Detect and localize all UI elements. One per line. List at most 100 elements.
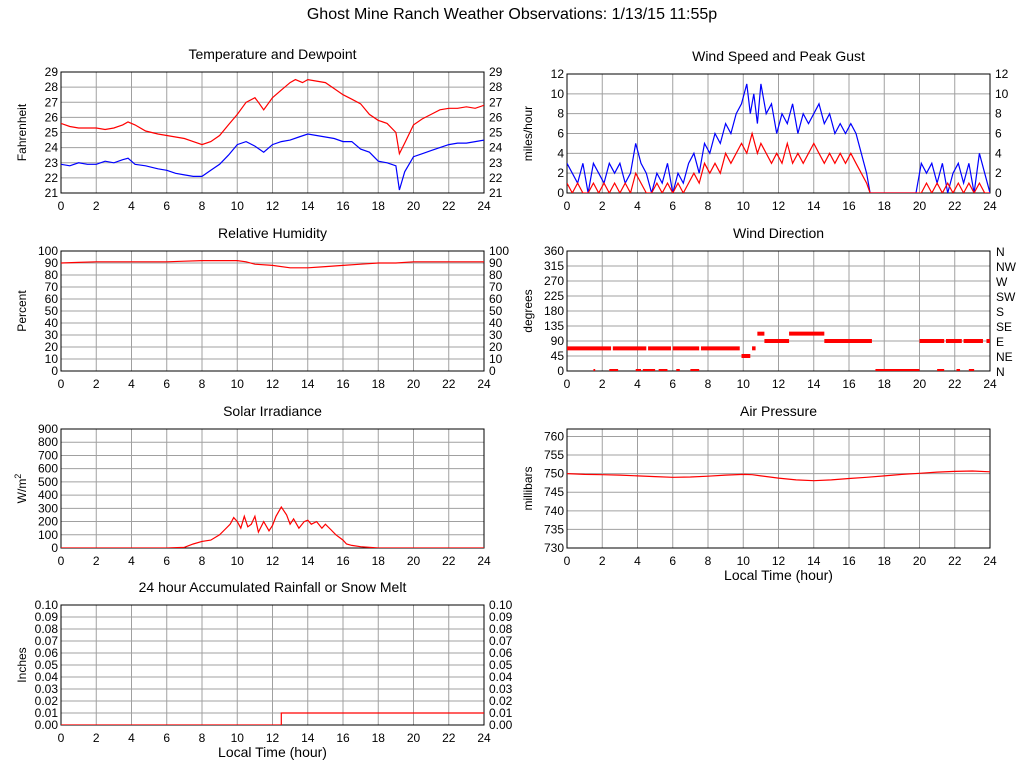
x-tick-label: 18	[372, 554, 386, 568]
y-tick-label: 70	[45, 280, 59, 294]
y-tick-label: 300	[38, 501, 58, 515]
y-tick-label-right: 24	[489, 141, 503, 155]
x-tick-label: 22	[442, 199, 456, 213]
x-tick-label: 2	[599, 199, 606, 213]
series-line-dewpoint	[61, 133, 484, 191]
x-tick-label: 14	[807, 199, 821, 213]
y-tick-label: 800	[38, 435, 58, 449]
y-tick-label-right: 4	[995, 146, 1002, 160]
x-tick-label: 22	[948, 377, 962, 391]
x-tick-label: 0	[564, 377, 571, 391]
x-tick-label: 18	[372, 199, 386, 213]
y-tick-label: 50	[45, 304, 59, 318]
y-tick-label-right: 29	[489, 65, 503, 79]
x-tick-label: 18	[878, 377, 892, 391]
x-tick-label: 16	[842, 554, 856, 568]
y-axis-label: miles/hour	[521, 106, 535, 161]
x-tick-label: 0	[58, 377, 65, 391]
chart-title: Wind Direction	[733, 225, 824, 241]
y-tick-label: 29	[45, 65, 59, 79]
y-tick-label: 745	[544, 485, 564, 499]
plot-frame	[60, 71, 485, 194]
y-tick-label: 26	[45, 110, 59, 124]
x-tick-label: 20	[913, 199, 927, 213]
x-tick-label: 20	[407, 377, 421, 391]
y-tick-label: 500	[38, 475, 58, 489]
chart-title: Air Pressure	[740, 403, 817, 419]
y-axis-label: Percent	[15, 290, 29, 332]
x-tick-label: 8	[199, 731, 206, 745]
y-tick-label: 400	[38, 488, 58, 502]
plot-frame	[566, 250, 991, 372]
y-tick-label: 740	[544, 504, 564, 518]
y-tick-label: 45	[551, 349, 565, 363]
plot-frame	[60, 428, 485, 549]
superscript-2: 2	[13, 474, 23, 479]
series-line-wind-speed	[567, 131, 990, 193]
y-tick-label-right: 60	[489, 292, 503, 306]
y-tick-label: 24	[45, 141, 59, 155]
x-tick-label: 10	[737, 199, 751, 213]
y-tick-label: 23	[45, 156, 59, 170]
y-axis-label: millibars	[521, 466, 535, 510]
y-tick-label: 2	[557, 166, 564, 180]
x-tick-label: 16	[336, 199, 350, 213]
y-tick-label: 0.03	[35, 682, 59, 696]
direction-label-right: SE	[996, 320, 1012, 334]
x-tick-label: 18	[878, 199, 892, 213]
x-tick-label: 0	[58, 554, 65, 568]
x-tick-label: 4	[128, 554, 135, 568]
x-tick-label: 6	[669, 199, 676, 213]
x-tick-label: 6	[163, 554, 170, 568]
x-tick-label: 8	[705, 554, 712, 568]
series-line-peak-gust	[567, 83, 990, 193]
x-tick-label: 20	[407, 554, 421, 568]
y-tick-label: 12	[551, 67, 565, 81]
x-tick-label: 2	[599, 377, 606, 391]
direction-label-right: NW	[996, 260, 1017, 274]
direction-label-right: E	[996, 335, 1004, 349]
y-tick-label-right: 0.10	[489, 598, 513, 612]
y-tick-label-right: 0.00	[489, 718, 513, 732]
x-tick-label: 24	[983, 377, 997, 391]
x-tick-label: 8	[705, 199, 712, 213]
y-tick-label-right: 50	[489, 304, 503, 318]
y-tick-label: 0.04	[35, 670, 59, 684]
y-tick-label: 700	[38, 448, 58, 462]
x-tick-label: 2	[93, 554, 100, 568]
x-tick-label: 24	[477, 199, 491, 213]
x-tick-label: 18	[372, 377, 386, 391]
x-tick-label: 0	[58, 199, 65, 213]
series-line-solar-irradiance	[61, 505, 484, 548]
y-tick-label-right: 0.09	[489, 610, 513, 624]
y-tick-label: 0.08	[35, 622, 59, 636]
y-tick-label-right: 0.02	[489, 694, 513, 708]
y-tick-label-right: 90	[489, 256, 503, 270]
x-tick-label: 12	[772, 377, 786, 391]
y-tick-label: 270	[544, 274, 564, 288]
x-tick-label: 14	[301, 731, 315, 745]
x-tick-label: 6	[163, 199, 170, 213]
y-tick-label-right: 28	[489, 80, 503, 94]
x-tick-label: 20	[407, 199, 421, 213]
x-tick-label: 22	[948, 199, 962, 213]
direction-label-right: W	[996, 275, 1008, 289]
y-tick-label: 0.07	[35, 634, 59, 648]
y-tick-label: 100	[38, 244, 58, 258]
x-tick-label: 24	[477, 377, 491, 391]
x-tick-label: 2	[93, 199, 100, 213]
x-tick-label: 10	[231, 377, 245, 391]
x-tick-label: 4	[634, 377, 641, 391]
x-tick-label: 14	[807, 554, 821, 568]
y-tick-label: 0.10	[35, 598, 59, 612]
y-tick-label: 135	[544, 319, 564, 333]
y-tick-label-right: 70	[489, 280, 503, 294]
page-title: Ghost Mine Ranch Weather Observations: 1…	[306, 6, 718, 23]
x-tick-label: 16	[842, 199, 856, 213]
x-tick-label: 14	[301, 199, 315, 213]
x-axis-label: Local Time (hour)	[724, 567, 833, 583]
